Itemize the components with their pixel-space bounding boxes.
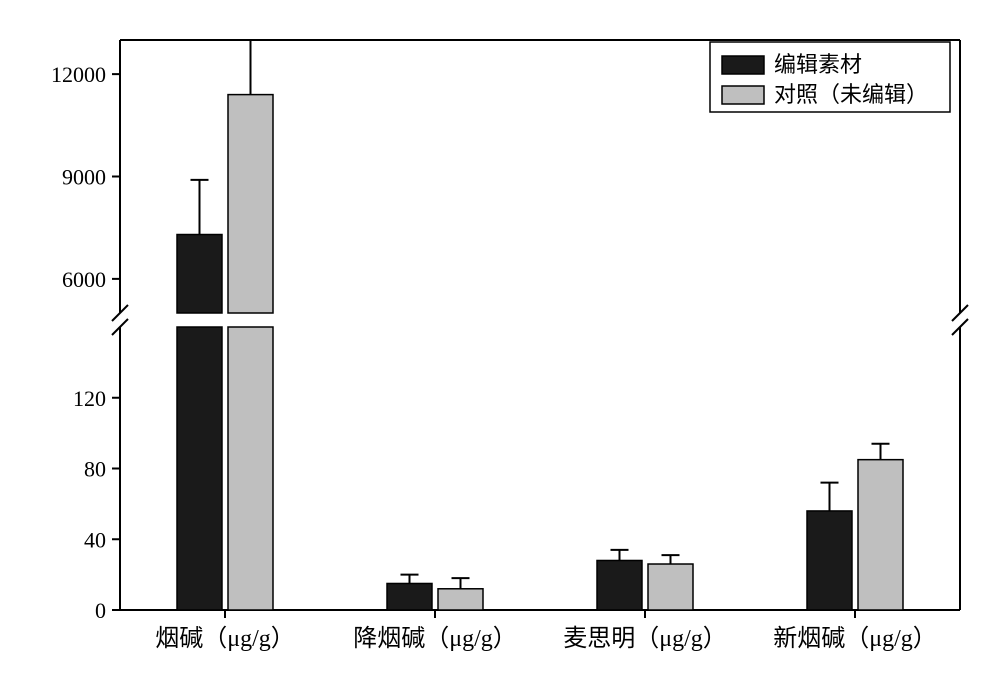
legend-label: 编辑素材 bbox=[774, 52, 862, 77]
bar bbox=[858, 460, 903, 610]
legend-label: 对照（未编辑） bbox=[774, 82, 928, 107]
bar bbox=[177, 327, 222, 610]
y-tick-label: 6000 bbox=[62, 267, 106, 292]
x-category-label: 烟碱（μg/g） bbox=[155, 625, 295, 652]
chart-svg: 0 40 80 120 6000 9000 12000 烟碱（μg/g） 降烟碱（μg/g） 麦思… bbox=[20, 20, 980, 680]
bar bbox=[807, 511, 852, 610]
legend-swatch bbox=[722, 86, 764, 104]
legend-swatch bbox=[722, 56, 764, 74]
bar bbox=[648, 564, 693, 610]
y-tick-label: 0 bbox=[95, 598, 106, 623]
y-tick-label: 40 bbox=[84, 527, 106, 552]
x-category-label: 降烟碱（μg/g） bbox=[353, 625, 517, 652]
bar bbox=[177, 235, 222, 313]
bar bbox=[228, 95, 273, 313]
bar bbox=[387, 583, 432, 610]
y-tick-label: 12000 bbox=[51, 62, 106, 87]
y-tick-label: 9000 bbox=[62, 165, 106, 190]
bar bbox=[438, 589, 483, 610]
x-category-label: 新烟碱（μg/g） bbox=[773, 625, 937, 652]
y-tick-label: 80 bbox=[84, 457, 106, 482]
bar bbox=[597, 560, 642, 610]
y-tick-label: 120 bbox=[73, 386, 106, 411]
x-category-label: 麦思明（μg/g） bbox=[563, 625, 727, 652]
bar-chart: 0 40 80 120 6000 9000 12000 烟碱（μg/g） 降烟碱（μg/g） 麦思… bbox=[20, 20, 980, 680]
bar bbox=[228, 327, 273, 610]
